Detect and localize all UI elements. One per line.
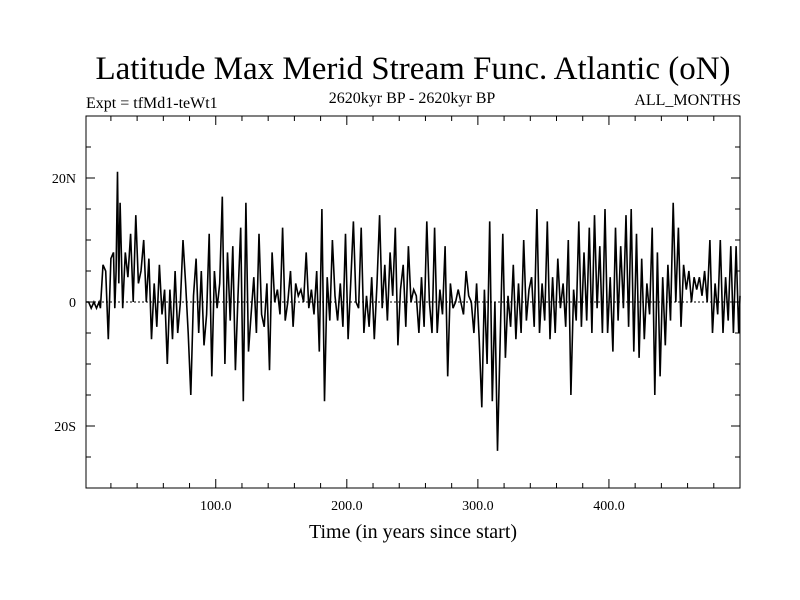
- plot-frame: [85, 115, 741, 489]
- months-label: ALL_MONTHS: [634, 92, 741, 109]
- x-axis: 100.0 200.0 300.0 400.0: [110, 116, 715, 514]
- series-group: [86, 171, 741, 451]
- experiment-label: Expt = tfMd1-teWt1: [86, 95, 218, 112]
- y-tick-label: 20N: [52, 172, 76, 187]
- x-tick-label: 400.0: [593, 499, 625, 514]
- chart-title: Latitude Max Merid Stream Func. Atlantic…: [95, 51, 730, 87]
- x-tick-label: 100.0: [200, 499, 232, 514]
- series-line: [86, 171, 741, 451]
- y-tick-label: 0: [69, 296, 76, 311]
- x-tick-label: 300.0: [462, 499, 494, 514]
- x-tick-label: 200.0: [331, 499, 363, 514]
- y-axis: 20S 0 20N: [52, 146, 740, 458]
- period-label: 2620kyr BP - 2620kyr BP: [329, 90, 496, 107]
- x-axis-label: Time (in years since start): [309, 521, 517, 543]
- y-tick-label: 20S: [54, 420, 76, 435]
